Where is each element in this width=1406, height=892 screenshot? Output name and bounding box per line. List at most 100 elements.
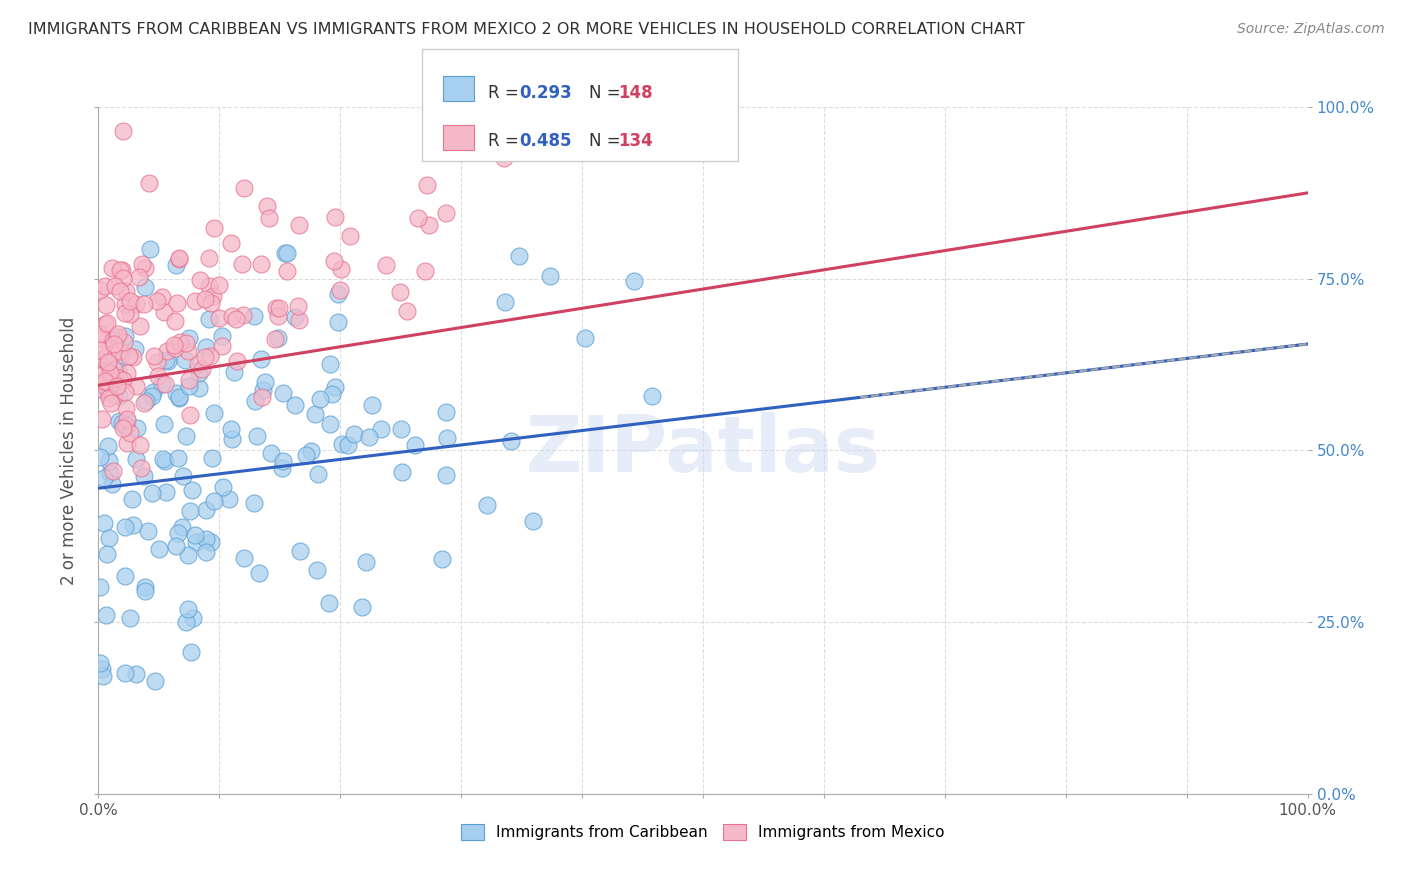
Point	[131, 461, 153, 475]
Point	[208, 278, 231, 293]
Point	[173, 352, 195, 367]
Point	[89, 283, 111, 297]
Point	[138, 176, 160, 190]
Point	[166, 295, 188, 310]
Point	[243, 310, 266, 324]
Point	[174, 336, 197, 351]
Point	[404, 438, 426, 452]
Point	[93, 669, 115, 683]
Point	[165, 258, 187, 272]
Point	[125, 452, 148, 467]
Point	[221, 432, 243, 446]
Point	[96, 297, 118, 311]
Point	[167, 251, 190, 265]
Point	[94, 317, 117, 331]
Point	[305, 563, 328, 577]
Point	[202, 220, 225, 235]
Point	[267, 309, 290, 323]
Point	[494, 295, 516, 310]
Point	[127, 421, 149, 435]
Point	[574, 331, 596, 345]
Point	[165, 341, 187, 355]
Point	[197, 251, 219, 265]
Point	[107, 364, 129, 378]
Point	[287, 299, 309, 313]
Point	[97, 531, 120, 545]
Point	[224, 365, 246, 379]
Point	[112, 124, 135, 138]
Point	[152, 452, 174, 467]
Point	[108, 344, 131, 359]
Point	[389, 421, 412, 435]
Point	[194, 532, 217, 546]
Point	[396, 303, 419, 318]
Point	[180, 645, 202, 659]
Point	[142, 385, 165, 400]
Point	[202, 494, 225, 508]
Text: R =: R =	[488, 132, 524, 150]
Point	[254, 375, 277, 389]
Point	[308, 392, 330, 406]
Point	[406, 211, 429, 226]
Point	[115, 419, 138, 434]
Point	[436, 468, 458, 483]
Point	[89, 580, 111, 594]
Point	[112, 421, 135, 435]
Point	[270, 461, 292, 475]
Point	[330, 262, 353, 277]
Point	[90, 382, 112, 396]
Point	[208, 310, 231, 325]
Point	[118, 425, 141, 440]
Point	[128, 270, 150, 285]
Point	[195, 545, 218, 559]
Point	[115, 435, 138, 450]
Point	[243, 394, 266, 409]
Point	[89, 656, 111, 670]
Point	[167, 526, 190, 541]
Point	[143, 673, 166, 688]
Point	[202, 288, 225, 302]
Point	[89, 450, 111, 464]
Point	[169, 334, 191, 349]
Point	[128, 318, 150, 333]
Point	[114, 297, 136, 311]
Point	[250, 351, 273, 366]
Point	[121, 350, 143, 364]
Point	[200, 349, 222, 363]
Point	[115, 367, 138, 381]
Point	[172, 520, 194, 534]
Point	[177, 344, 200, 359]
Point	[359, 430, 381, 444]
Point	[114, 329, 136, 343]
Point	[172, 469, 194, 483]
Point	[90, 412, 112, 426]
Point	[194, 292, 217, 306]
Point	[139, 242, 162, 256]
Point	[413, 263, 436, 277]
Point	[288, 313, 311, 327]
Text: 148: 148	[619, 84, 654, 102]
Point	[150, 290, 173, 304]
Point	[184, 528, 207, 542]
Point	[299, 443, 322, 458]
Point	[110, 416, 132, 430]
Point	[181, 611, 204, 625]
Point	[329, 283, 352, 297]
Point	[100, 396, 122, 410]
Point	[108, 352, 131, 367]
Point	[155, 352, 177, 367]
Point	[179, 372, 201, 386]
Point	[246, 429, 269, 443]
Point	[264, 301, 287, 315]
Point	[174, 615, 197, 629]
Point	[276, 264, 298, 278]
Point	[114, 285, 136, 299]
Point	[221, 422, 243, 436]
Point	[352, 600, 374, 615]
Point	[436, 431, 458, 445]
Point	[150, 376, 173, 391]
Point	[247, 566, 270, 580]
Text: N =: N =	[589, 132, 626, 150]
Point	[211, 328, 233, 343]
Point	[361, 398, 384, 412]
